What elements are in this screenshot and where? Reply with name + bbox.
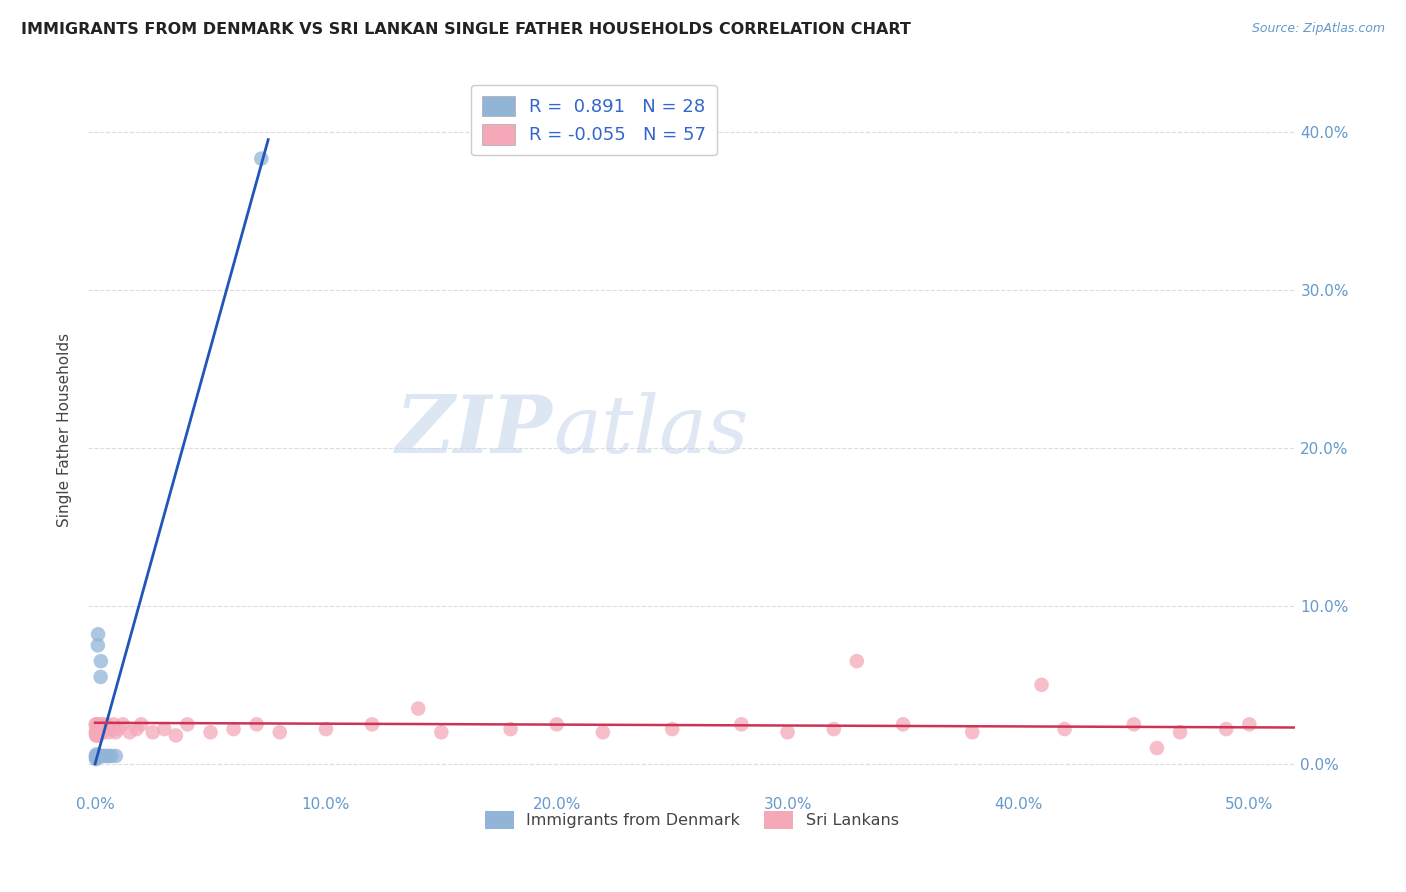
Point [90,654,112,668]
Point [97,748,120,763]
Legend: Immigrants from Denmark, Sri Lankans: Immigrants from Denmark, Sri Lankans [478,805,905,835]
Point [86,748,108,763]
Point [823,722,845,736]
Point [86,748,108,763]
Point [176,717,198,731]
Point [100,748,122,763]
Point [84,725,107,739]
Point [90,722,112,736]
Point [153,722,176,736]
Point [86,750,108,764]
Text: atlas: atlas [553,392,748,469]
Point [962,725,984,739]
Point [118,725,141,739]
Point [87,722,110,736]
Point [246,717,269,731]
Point [406,701,429,715]
Point [1168,725,1191,739]
Point [84,748,107,763]
Point [86,717,108,731]
Point [86,747,108,762]
Y-axis label: Single Father Households: Single Father Households [58,334,72,527]
Point [129,717,152,731]
Point [125,722,148,736]
Point [1239,717,1261,731]
Point [90,670,112,684]
Point [1215,722,1237,736]
Point [1122,717,1144,731]
Point [86,750,108,764]
Point [104,725,127,739]
Point [86,748,108,763]
Point [107,722,129,736]
Text: IMMIGRANTS FROM DENMARK VS SRI LANKAN SINGLE FATHER HOUSEHOLDS CORRELATION CHART: IMMIGRANTS FROM DENMARK VS SRI LANKAN SI… [21,22,911,37]
Point [84,728,107,742]
Point [86,722,108,736]
Point [845,654,868,668]
Point [89,748,111,763]
Point [93,748,115,763]
Point [499,722,522,736]
Point [87,748,110,763]
Point [87,748,110,763]
Point [93,722,115,736]
Point [661,722,683,736]
Point [87,748,110,763]
Point [1146,741,1168,756]
Text: ZIP: ZIP [396,392,553,469]
Point [100,722,122,736]
Point [96,748,118,763]
Point [86,725,108,739]
Point [250,152,273,166]
Point [104,748,127,763]
Point [84,748,107,763]
Point [361,717,384,731]
Point [89,748,111,763]
Point [891,717,914,731]
Point [87,748,110,763]
Point [97,725,120,739]
Point [111,717,134,731]
Point [546,717,568,731]
Point [142,725,165,739]
Point [315,722,337,736]
Point [776,725,799,739]
Point [86,728,108,742]
Text: Source: ZipAtlas.com: Source: ZipAtlas.com [1251,22,1385,36]
Point [103,717,125,731]
Point [269,725,291,739]
Point [84,752,107,766]
Point [89,725,111,739]
Point [1053,722,1076,736]
Point [165,728,187,742]
Point [592,725,614,739]
Point [84,717,107,731]
Point [430,725,453,739]
Point [91,717,114,731]
Point [200,725,222,739]
Point [96,717,118,731]
Point [1031,678,1053,692]
Point [87,627,110,641]
Point [87,725,110,739]
Point [730,717,752,731]
Point [222,722,245,736]
Point [89,717,111,731]
Point [86,725,108,739]
Point [91,748,114,763]
Point [91,725,114,739]
Point [89,748,111,763]
Point [87,638,110,652]
Point [84,722,107,736]
Point [87,728,110,742]
Point [86,748,108,763]
